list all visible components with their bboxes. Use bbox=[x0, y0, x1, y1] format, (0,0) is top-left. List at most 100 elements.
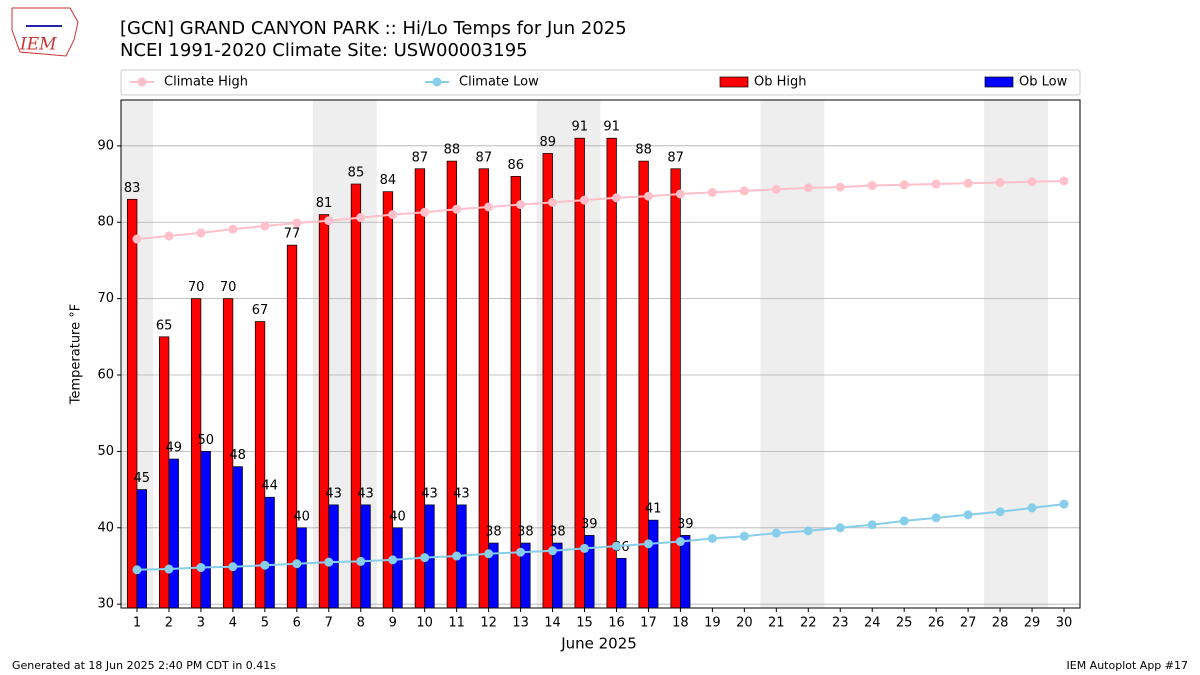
point bbox=[420, 207, 430, 217]
point bbox=[707, 187, 717, 197]
x-tick-label: 8 bbox=[357, 616, 365, 631]
x-tick-label: 20 bbox=[736, 616, 753, 631]
line bbox=[136, 179, 1065, 241]
point bbox=[292, 559, 302, 569]
bar bbox=[136, 489, 147, 609]
bar-label: 43 bbox=[421, 486, 438, 501]
bar-label: 84 bbox=[380, 173, 397, 188]
bar bbox=[190, 298, 202, 609]
x-tick-label: 3 bbox=[197, 616, 205, 631]
point bbox=[516, 200, 526, 210]
bar bbox=[574, 137, 585, 609]
point bbox=[739, 531, 749, 541]
point bbox=[164, 231, 174, 241]
bar bbox=[168, 458, 179, 609]
bar-label: 67 bbox=[252, 303, 269, 318]
bar bbox=[318, 214, 330, 609]
x-tick-label: 21 bbox=[768, 616, 785, 631]
line bbox=[136, 503, 1065, 571]
bar-label: 49 bbox=[165, 441, 182, 456]
bar-label: 48 bbox=[229, 448, 246, 463]
point bbox=[196, 228, 206, 238]
y-tick-label: 60 bbox=[97, 368, 114, 383]
legend-swatch bbox=[719, 76, 749, 88]
bar-label: 88 bbox=[444, 143, 461, 158]
bar-label: 85 bbox=[348, 166, 365, 181]
plot-frame bbox=[120, 99, 1081, 609]
bar-label: 91 bbox=[603, 120, 620, 135]
bar bbox=[478, 168, 489, 609]
bar-label: 41 bbox=[645, 502, 662, 517]
footer-right: IEM Autoplot App #17 bbox=[1067, 659, 1189, 672]
x-tick-label: 4 bbox=[229, 616, 237, 631]
point bbox=[132, 565, 142, 575]
bar-label: 40 bbox=[293, 509, 310, 524]
bar-label: 86 bbox=[508, 158, 525, 173]
point bbox=[580, 543, 590, 553]
bar-label: 77 bbox=[284, 227, 301, 242]
bar bbox=[382, 191, 394, 609]
point bbox=[771, 528, 781, 538]
x-tick-label: 11 bbox=[448, 616, 465, 631]
point bbox=[675, 537, 685, 547]
point bbox=[1059, 176, 1069, 186]
point bbox=[899, 516, 909, 526]
bar-label: 81 bbox=[316, 196, 333, 211]
bar-label: 89 bbox=[539, 135, 556, 150]
point bbox=[452, 551, 462, 561]
x-axis-label: June 2025 bbox=[560, 635, 637, 653]
x-tick-label: 19 bbox=[704, 616, 721, 631]
legend-label: Climate Low bbox=[459, 75, 539, 90]
point bbox=[643, 191, 653, 201]
y-tick-label: 70 bbox=[97, 291, 114, 306]
x-tick-label: 2 bbox=[165, 616, 173, 631]
bar bbox=[414, 168, 426, 609]
point bbox=[867, 181, 877, 191]
point bbox=[931, 513, 941, 523]
point bbox=[356, 213, 366, 223]
point bbox=[803, 526, 813, 536]
x-tick-label: 7 bbox=[325, 616, 333, 631]
point bbox=[228, 224, 238, 234]
point bbox=[260, 560, 270, 570]
y-axis-label: Temperature °F bbox=[69, 304, 84, 405]
point bbox=[1059, 499, 1069, 509]
x-tick-label: 30 bbox=[1056, 616, 1073, 631]
point bbox=[356, 556, 366, 566]
weekend-shade bbox=[984, 100, 1049, 608]
bar-label: 44 bbox=[261, 479, 278, 494]
point bbox=[548, 546, 558, 556]
point bbox=[484, 549, 494, 559]
point bbox=[963, 510, 973, 520]
legend-label: Ob Low bbox=[1019, 75, 1068, 90]
point bbox=[1027, 177, 1037, 187]
bar-label: 43 bbox=[453, 486, 470, 501]
x-tick-label: 26 bbox=[928, 616, 945, 631]
y-tick-label: 30 bbox=[97, 597, 114, 612]
x-tick-label: 29 bbox=[1024, 616, 1041, 631]
point bbox=[292, 218, 302, 228]
legend-marker bbox=[432, 77, 442, 87]
point bbox=[324, 216, 334, 226]
point bbox=[867, 520, 877, 530]
point bbox=[548, 197, 558, 207]
bar-label: 39 bbox=[677, 517, 694, 532]
bar-label: 91 bbox=[571, 120, 588, 135]
x-tick-label: 18 bbox=[672, 616, 689, 631]
point bbox=[835, 523, 845, 533]
footer-left: Generated at 18 Jun 2025 2:40 PM CDT in … bbox=[12, 659, 276, 672]
bar bbox=[446, 160, 457, 609]
point bbox=[931, 179, 941, 189]
x-tick-label: 17 bbox=[640, 616, 657, 631]
logo: IEM bbox=[11, 7, 79, 57]
point bbox=[611, 193, 621, 203]
point bbox=[388, 210, 398, 220]
point bbox=[164, 564, 174, 574]
bar-label: 38 bbox=[549, 525, 566, 540]
point bbox=[388, 555, 398, 565]
x-tick-label: 27 bbox=[960, 616, 977, 631]
x-tick-label: 12 bbox=[480, 616, 497, 631]
point bbox=[771, 184, 781, 194]
bar-label: 83 bbox=[124, 181, 141, 196]
x-tick-label: 25 bbox=[896, 616, 913, 631]
